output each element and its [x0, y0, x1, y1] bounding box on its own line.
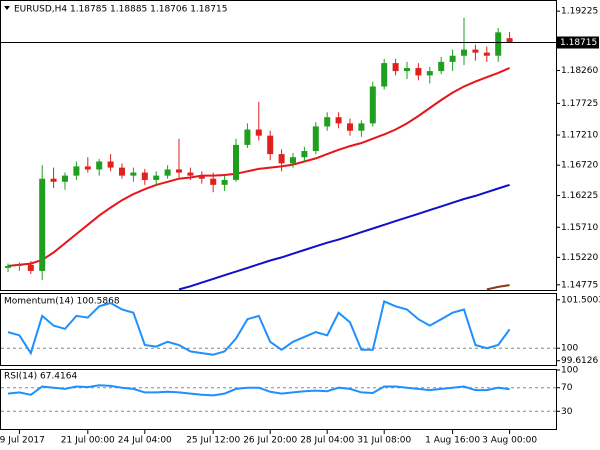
line-series — [486, 284, 510, 291]
candle-body — [153, 175, 160, 180]
candle-body — [369, 86, 376, 124]
candle-body — [381, 63, 388, 87]
candle-body — [472, 49, 479, 53]
y-tick-label: 100 — [561, 344, 578, 354]
y-tick-label: 99.6126 — [561, 356, 598, 366]
candle-body — [141, 172, 148, 180]
candle-body — [221, 179, 228, 185]
main-panel — [0, 0, 557, 291]
candle-body — [39, 178, 46, 271]
candle-body — [210, 178, 217, 185]
x-tick-label: 28 Jul 04:00 — [300, 436, 354, 446]
y-tick-label: 1.15710 — [561, 223, 598, 233]
candle-body — [449, 55, 456, 62]
rsi-panel — [0, 369, 557, 430]
y-tick-label: 1.19225 — [561, 7, 598, 17]
y-tick-label: 1.17210 — [561, 131, 598, 141]
candle-body — [483, 52, 490, 56]
candle-body — [290, 157, 296, 164]
y-tick-label: 100 — [561, 366, 578, 376]
x-tick-label: 3 Aug 00:00 — [482, 436, 537, 446]
candle-body — [312, 126, 319, 152]
y-tick-label: 1.15220 — [561, 253, 598, 263]
candle-body — [176, 169, 182, 173]
y-tick-label: 1.18260 — [561, 66, 598, 76]
candle-body — [347, 123, 353, 131]
candle-body — [96, 161, 103, 170]
candle-body — [233, 144, 239, 180]
candle-body — [404, 68, 410, 72]
candle-body — [324, 117, 331, 127]
line-series — [7, 67, 510, 267]
x-tick-label: 24 Jul 04:00 — [118, 436, 172, 446]
y-tick-label: 101.5003 — [561, 295, 600, 305]
candle-body — [73, 166, 80, 176]
line-series — [7, 384, 510, 397]
candle-body — [335, 117, 342, 124]
candle-body — [130, 172, 137, 176]
x-tick-label: 25 Jul 12:00 — [186, 436, 240, 446]
candle-body — [62, 175, 68, 182]
candle-body — [198, 175, 205, 179]
y-tick-label: 1.14775 — [561, 280, 598, 290]
candle-body — [392, 63, 399, 72]
momentum-panel — [0, 293, 557, 366]
candle-body — [506, 38, 513, 43]
candle-body — [278, 154, 285, 164]
candle-body — [50, 178, 57, 182]
candle-body — [301, 151, 308, 158]
last-price-box — [557, 36, 599, 49]
y-tick-label: 30 — [561, 407, 573, 417]
y-tick-label: 1.16225 — [561, 191, 598, 201]
panel-title: EURUSD,H4 1.18785 1.18885 1.18706 1.1871… — [14, 5, 227, 15]
panel-title: RSI(14) 67.4164 — [4, 372, 77, 382]
candle-body — [255, 129, 262, 136]
candle-body — [107, 161, 114, 168]
y-tick-label: 1.17725 — [561, 99, 598, 109]
x-tick-label: 26 Jul 20:00 — [243, 436, 297, 446]
line-series — [178, 183, 510, 291]
y-tick-label: 1.16720 — [561, 161, 598, 171]
title-arrow — [4, 6, 10, 10]
last-price-label: 1.18715 — [560, 38, 597, 48]
candle-body — [119, 167, 125, 176]
line-series — [7, 300, 511, 356]
candle-body — [84, 166, 91, 170]
candle-body — [495, 32, 502, 56]
candle-body — [438, 61, 445, 72]
candle-body — [16, 264, 23, 267]
candle-body — [267, 135, 274, 155]
candle-body — [164, 169, 171, 176]
x-tick-label: 31 Jul 08:00 — [357, 436, 411, 446]
candle-body — [5, 266, 11, 268]
candle-body — [187, 172, 194, 176]
candle-body — [461, 49, 467, 56]
x-tick-label: 1 Aug 16:00 — [425, 436, 480, 446]
y-tick-label: 70 — [561, 383, 573, 393]
candle-body — [415, 68, 422, 76]
x-tick-label: 19 Jul 2017 — [0, 436, 45, 446]
candle-body — [426, 71, 433, 76]
panel-title: Momentum(14) 100.5868 — [4, 297, 120, 307]
candle-body — [244, 129, 251, 145]
x-tick-label: 21 Jul 00:00 — [61, 436, 115, 446]
candle-body — [358, 123, 365, 131]
candle-body — [27, 264, 34, 271]
